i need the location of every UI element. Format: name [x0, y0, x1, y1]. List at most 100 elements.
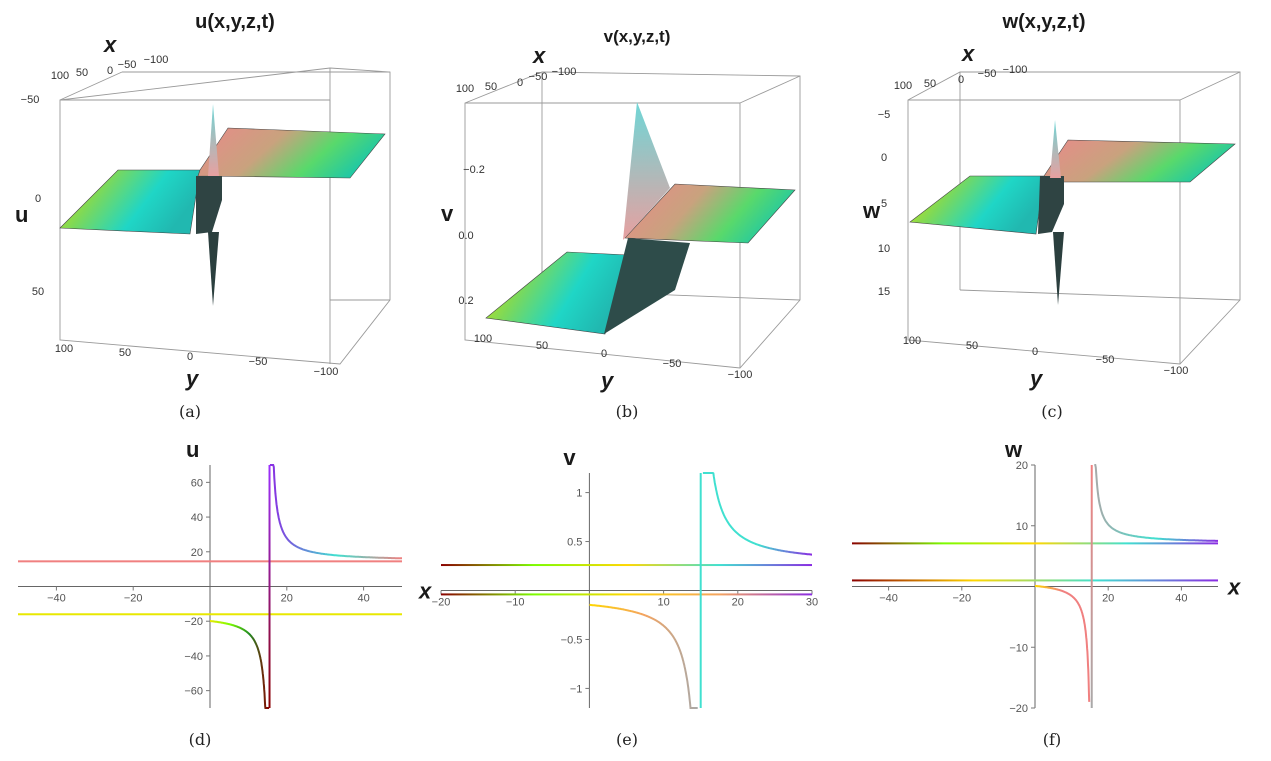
- caption-f: (f): [1043, 730, 1061, 749]
- panel-d-ytick-label: 20: [191, 547, 203, 559]
- panel-b-ylabel: y: [600, 368, 615, 393]
- panel-e: −20 −10 10 20 30 −1 −0.5 0.5 1 v x: [418, 445, 818, 709]
- panel-b-ytick: 100: [474, 333, 492, 345]
- panel-a: u(x,y,z,t) u −50 0 50 x 100 50 0 −50 −10…: [15, 11, 391, 391]
- panel-c-zlabel: w: [862, 198, 881, 223]
- panel-c-box-edge: [1179, 71, 1241, 101]
- panel-d-ytick-label: −60: [184, 686, 203, 698]
- panel-f-series-curve: [1094, 464, 1218, 542]
- panel-d-xtick-label: −40: [47, 593, 66, 605]
- panel-d: −40 −20 20 40 −60 −40 −20 20 40 60 u: [18, 437, 402, 709]
- panel-a-xtick: 0: [107, 65, 113, 77]
- panel-c-spike-down: [1053, 232, 1064, 305]
- panel-e-ylabel: v: [563, 445, 576, 470]
- caption-c: (c): [1041, 402, 1062, 421]
- panel-c-box-edge: [959, 289, 1241, 301]
- panel-a-ytick: 50: [119, 347, 131, 359]
- panel-e-series-curve: [702, 472, 812, 556]
- panel-b-spike: [623, 102, 670, 240]
- panel-b-xtick: 50: [485, 81, 497, 93]
- panel-b-cliff: [604, 238, 690, 334]
- panel-e-ytick-label: −0.5: [561, 634, 583, 646]
- panel-f-series-curve: [1034, 584, 1091, 702]
- panel-e-xtick-label: 10: [657, 597, 669, 609]
- panel-a-ytick: −50: [249, 356, 268, 368]
- panel-d-ytick-label: 60: [191, 477, 203, 489]
- panel-c-surface-right: [1043, 139, 1236, 183]
- panel-b-ytick: 0: [601, 348, 607, 360]
- panel-d-xtick-label: 20: [281, 593, 293, 605]
- panel-f-series-horizontal: [852, 579, 1218, 582]
- panel-c-xtick: 0: [958, 74, 964, 86]
- panel-a-ytick: 100: [55, 343, 73, 355]
- panel-a-xtick: −100: [144, 54, 169, 66]
- panel-b: v(x,y,z,t) v −0.2 0.0 0.2 x 100 50 0 −50…: [441, 27, 801, 393]
- panel-e-ytick-label: −1: [570, 683, 583, 695]
- panel-a-title: u(x,y,z,t): [195, 11, 275, 33]
- panel-c-ztick: 15: [878, 286, 890, 298]
- panel-e-xtick-label: 30: [806, 597, 818, 609]
- panel-b-ytick: 50: [536, 340, 548, 352]
- panel-a-ytick: 0: [187, 351, 193, 363]
- panel-f-ytick-label: 10: [1016, 521, 1028, 533]
- panel-a-ztick: −50: [21, 94, 40, 106]
- panel-d-ytick-label: −20: [184, 616, 203, 628]
- panel-b-surface-right: [624, 183, 796, 244]
- panel-f-series-vertical: [1090, 465, 1093, 708]
- caption-a: (a): [179, 402, 201, 421]
- panel-c-ztick: 5: [881, 198, 887, 210]
- panel-b-ytick: −50: [663, 358, 682, 370]
- panel-a-ztick: 0: [35, 193, 41, 205]
- panel-e-xtick-label: −20: [432, 597, 451, 609]
- panel-b-ztick: −0.2: [463, 164, 485, 176]
- panel-c-ylabel: y: [1029, 366, 1044, 391]
- panel-d-ytick-label: −40: [184, 651, 203, 663]
- panel-a-ylabel: y: [185, 366, 200, 391]
- panel-a-zlabel: u: [15, 202, 28, 227]
- panel-a-xtick: 50: [76, 67, 88, 79]
- panel-f-xtick-label: −40: [879, 593, 898, 605]
- panel-f-ytick-label: 20: [1016, 460, 1028, 472]
- panel-d-series-vertical: [268, 465, 271, 708]
- panel-a-spike-up: [208, 104, 219, 176]
- panel-b-zlabel: v: [441, 201, 454, 226]
- panel-c-xtick: −100: [1003, 64, 1028, 76]
- panel-d-ylabel: u: [186, 437, 199, 462]
- panel-e-ytick-label: 0.5: [567, 537, 582, 549]
- panel-b-xtick: −50: [529, 71, 548, 83]
- panel-c-ytick: −50: [1096, 354, 1115, 366]
- panel-a-spike-down: [208, 232, 219, 306]
- panel-d-series-horizontal: [18, 613, 402, 616]
- panel-f-ytick-label: −10: [1009, 642, 1028, 654]
- panel-c-xtick: 50: [924, 78, 936, 90]
- panel-e-series-vertical: [699, 473, 702, 708]
- panel-c-ztick: 0: [881, 152, 887, 164]
- panel-c-ztick: 10: [878, 243, 890, 255]
- panel-c: w(x,y,z,t) w −5 0 5 10 15 x 100 50 0 −50…: [862, 11, 1241, 391]
- panel-a-ztick: 50: [32, 286, 44, 298]
- panel-b-ytick: −100: [728, 369, 753, 381]
- panel-a-surface-left: [59, 169, 201, 235]
- panel-f-ylabel: w: [1004, 437, 1023, 462]
- panel-c-ytick: 100: [903, 335, 921, 347]
- panel-a-xlabel: x: [103, 32, 117, 57]
- panel-f-xtick-label: 40: [1175, 593, 1187, 605]
- panel-c-ytick: −100: [1164, 365, 1189, 377]
- panel-b-xtick: 0: [517, 77, 523, 89]
- panel-c-ztick: −5: [878, 109, 891, 121]
- panel-d-series-curve: [210, 620, 270, 709]
- panel-b-xtick: 100: [456, 83, 474, 95]
- panel-f-series-horizontal: [852, 542, 1218, 545]
- panel-c-xlabel: x: [961, 41, 975, 66]
- panel-a-xtick: −50: [118, 59, 137, 71]
- panel-a-xtick: 100: [51, 70, 69, 82]
- panel-e-series-horizontal: [441, 593, 812, 596]
- caption-e: (e): [616, 730, 638, 749]
- panel-b-box-edge: [739, 75, 801, 104]
- caption-d: (d): [189, 730, 212, 749]
- panel-d-xtick-label: −20: [124, 593, 143, 605]
- panel-e-xlabel: x: [418, 579, 432, 604]
